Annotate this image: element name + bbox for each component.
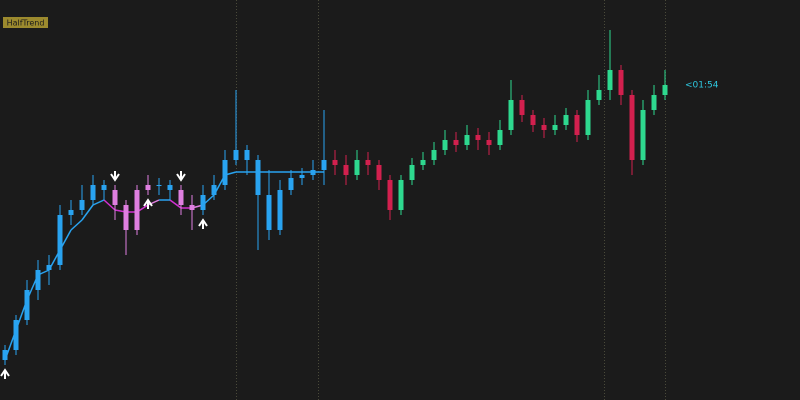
halftrend-segment <box>81 204 94 221</box>
buy-signal-arrow <box>198 218 208 229</box>
candle-body <box>574 115 580 135</box>
candle-body <box>68 210 74 215</box>
candle-body <box>475 135 481 140</box>
candle-body <box>101 185 107 190</box>
candle-body <box>145 185 151 190</box>
candle-body <box>530 115 536 125</box>
candle-body <box>79 200 85 210</box>
halftrend-segment <box>70 219 83 231</box>
candle-body <box>453 140 459 145</box>
candle-body <box>442 140 448 150</box>
candle-body <box>46 265 52 270</box>
candle-body <box>508 100 514 130</box>
candle-body <box>90 185 96 200</box>
candle-body <box>57 215 63 265</box>
candle-body <box>277 190 283 230</box>
candle-body <box>299 175 305 178</box>
candle-body <box>387 180 393 210</box>
candle-body <box>332 160 338 165</box>
candle-body <box>233 150 239 160</box>
candle-body <box>563 115 569 125</box>
candle-body <box>398 180 404 210</box>
candle-body <box>222 160 228 185</box>
sell-signal-arrow <box>176 171 186 182</box>
candle-body <box>24 290 30 320</box>
candle-body <box>519 100 525 115</box>
candle-body <box>662 85 668 95</box>
candle-body <box>343 165 349 175</box>
halftrend-segment <box>92 199 105 206</box>
candle-body <box>321 160 327 170</box>
candle-body <box>310 170 316 175</box>
candle-body <box>255 160 261 195</box>
candle-body <box>134 190 140 230</box>
candle-body <box>365 160 371 165</box>
candle-body <box>112 190 118 205</box>
candle-body <box>618 70 624 95</box>
candle-body <box>409 165 415 180</box>
candle-body <box>552 125 558 130</box>
candle-body <box>288 178 294 190</box>
candle-body <box>651 95 657 110</box>
candle-body <box>607 70 613 90</box>
candle-body <box>596 90 602 100</box>
candle-body <box>2 350 8 360</box>
sell-signal-arrow <box>110 171 120 182</box>
buy-signal-arrow <box>143 198 153 209</box>
candle-body <box>156 185 162 186</box>
candle-body <box>497 130 503 145</box>
candle-body <box>35 270 41 290</box>
halftrend-segment <box>169 199 182 209</box>
candle-body <box>123 205 129 230</box>
candle-body <box>464 135 470 145</box>
candle-body <box>211 185 217 195</box>
candle-body <box>376 165 382 180</box>
indicator-label-box <box>3 17 48 28</box>
countdown-label: <01:54 <box>685 81 719 91</box>
candle-body <box>640 110 646 160</box>
candle-body <box>420 160 426 165</box>
candle-body <box>200 195 206 210</box>
candle-body <box>629 95 635 160</box>
candle-body <box>585 100 591 135</box>
halftrend-segment <box>103 199 116 211</box>
candle-body <box>167 185 173 190</box>
candle-body <box>541 125 547 130</box>
candle-body <box>13 320 19 350</box>
candle-body <box>178 190 184 205</box>
session-separators <box>236 0 666 400</box>
candle-body <box>431 150 437 160</box>
candle-body <box>189 205 195 210</box>
indicator-label: HalfTrend <box>7 19 45 28</box>
buy-signal-arrow <box>0 368 10 379</box>
candle-body <box>266 195 272 230</box>
candle-body <box>486 140 492 145</box>
candle-body <box>244 150 250 160</box>
candle-body <box>354 160 360 175</box>
